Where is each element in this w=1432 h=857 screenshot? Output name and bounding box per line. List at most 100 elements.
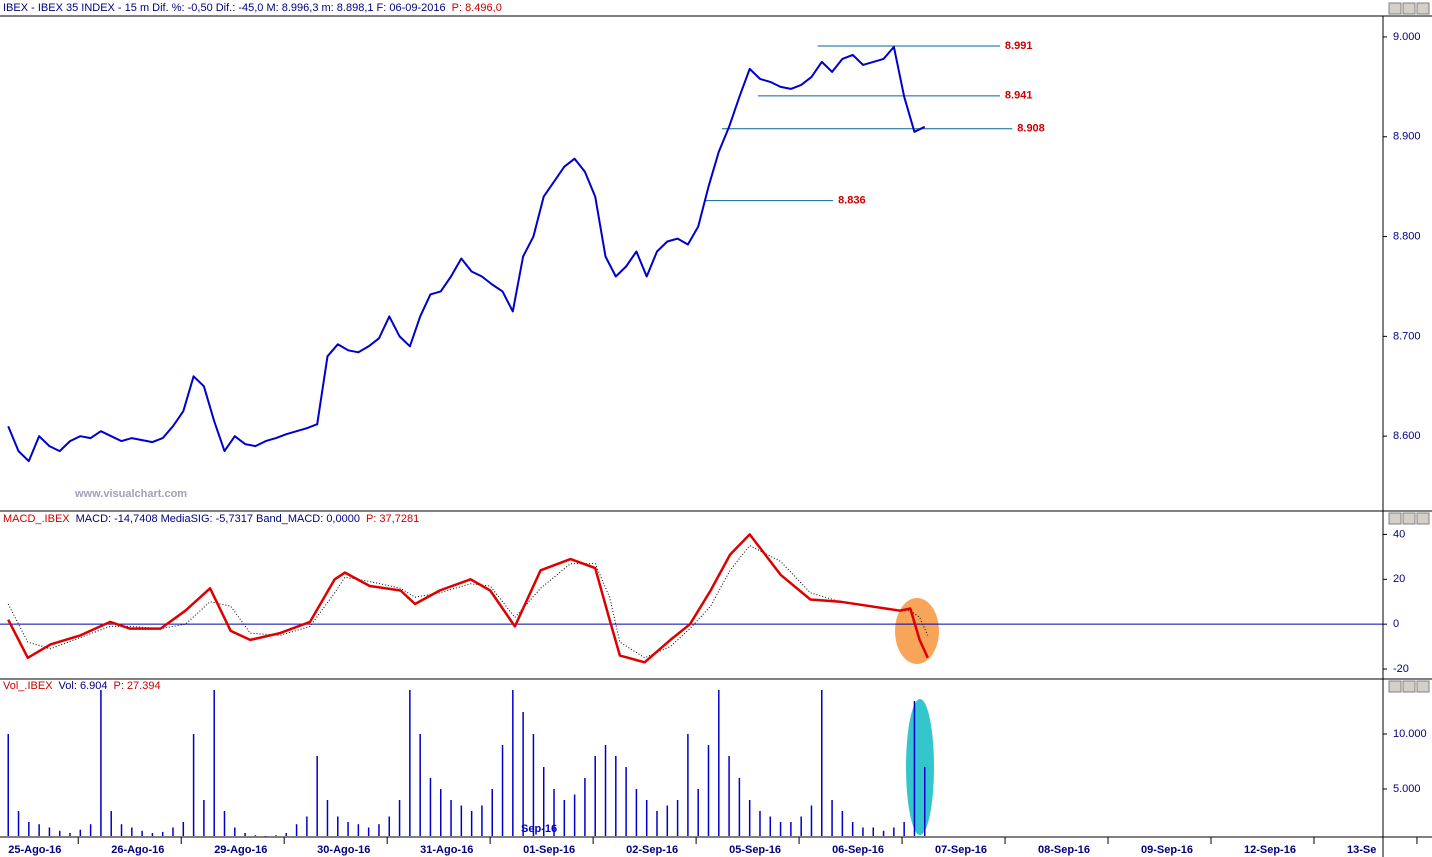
volume-bar <box>563 799 566 836</box>
volume-bar <box>79 829 82 836</box>
volume-bar <box>244 832 246 836</box>
volume-bar <box>553 788 555 836</box>
volume-bar <box>460 805 463 836</box>
volume-bar <box>872 827 875 836</box>
header-segment: P: 37,7281 <box>366 513 419 525</box>
x-tick-label: 02-Sep-16 <box>626 844 678 856</box>
button-close[interactable] <box>1416 680 1430 693</box>
volume-bar <box>58 830 61 836</box>
volume-bar <box>141 830 143 836</box>
volume-bar <box>378 824 380 836</box>
volume-bar <box>429 777 432 836</box>
volume-bar <box>337 816 339 836</box>
series-line <box>7 545 929 659</box>
button-up[interactable] <box>1388 512 1402 525</box>
axis-annotation: Sep-16 <box>521 823 557 835</box>
volume-bar <box>779 821 782 836</box>
y-tick-label: 8.900 <box>1393 131 1421 143</box>
pane-header: MACD_.IBEX MACD: -14,7408 MediaSIG: -5,73… <box>3 513 419 525</box>
y-tick-label: 8.700 <box>1393 330 1421 342</box>
x-tick-label: 05-Sep-16 <box>729 844 781 856</box>
button-up[interactable] <box>1388 680 1402 693</box>
volume-bar <box>316 755 318 836</box>
volume-bar <box>100 689 102 836</box>
button-minimize[interactable] <box>1402 512 1416 525</box>
volume-bar <box>584 777 586 836</box>
volume-bar <box>645 799 648 836</box>
volume-bar <box>491 788 493 836</box>
y-tick-label: 40 <box>1393 528 1405 540</box>
volume-bar <box>48 827 51 836</box>
volume-bar <box>409 689 411 836</box>
volume-bar <box>357 824 360 836</box>
highlight-ellipse <box>906 699 934 835</box>
pane-header: IBEX - IBEX 35 INDEX - 15 m Dif. %: -0,5… <box>3 2 502 14</box>
volume-bar <box>306 816 308 836</box>
volume-bar <box>707 744 710 836</box>
volume-bar <box>347 821 349 836</box>
volume-bar <box>161 831 164 836</box>
x-tick-label: 08-Sep-16 <box>1038 844 1090 856</box>
y-tick-label: 20 <box>1393 573 1405 585</box>
y-tick-label: 9.000 <box>1393 31 1421 43</box>
volume-bar <box>275 835 277 836</box>
volume-bar <box>470 810 473 836</box>
volume-bar <box>831 799 833 836</box>
button-close[interactable] <box>1416 2 1430 15</box>
volume-bar <box>38 824 40 836</box>
x-tick-label: 01-Sep-16 <box>523 844 575 856</box>
volume-bar <box>718 689 720 836</box>
y-tick-label: 10.000 <box>1393 728 1427 740</box>
y-tick-label: 8.600 <box>1393 430 1421 442</box>
volume-bar <box>656 810 658 836</box>
volume-bar <box>821 689 823 836</box>
y-tick-label: 8.800 <box>1393 230 1421 242</box>
watermark: www.visualchart.com <box>74 488 187 500</box>
volume-bar <box>790 821 792 836</box>
button-minimize[interactable] <box>1402 680 1416 693</box>
volume-bar <box>254 835 257 836</box>
volume-bar <box>151 832 154 836</box>
volume-bar <box>512 689 514 836</box>
button-up[interactable] <box>1388 2 1402 15</box>
header-segment: MACD: -14,7408 MediaSIG: -5,7317 Band_MA… <box>76 513 360 525</box>
volume-bar <box>131 827 133 836</box>
volume-bar <box>326 799 329 836</box>
button-close[interactable] <box>1416 512 1430 525</box>
volume-bar <box>28 821 30 836</box>
volume-bar <box>893 827 895 836</box>
header-segment: Vol: 6.904 <box>59 680 108 692</box>
volume-bar <box>913 700 916 836</box>
series-line <box>7 533 929 664</box>
y-tick-label: 0 <box>1393 618 1399 630</box>
x-tick-label: 06-Sep-16 <box>832 844 884 856</box>
volume-bar <box>285 832 288 836</box>
volume-bar <box>800 816 802 836</box>
button-minimize[interactable] <box>1402 2 1416 15</box>
level-label: 8.941 <box>1005 90 1033 102</box>
header-segment: Vol_.IBEX <box>3 680 53 692</box>
volume-bar <box>450 799 452 836</box>
level-label: 8.991 <box>1005 40 1033 52</box>
level-label: 8.836 <box>838 195 866 207</box>
volume-bar <box>687 733 689 836</box>
x-tick-label: 25-Ago-16 <box>8 844 61 856</box>
volume-bar <box>481 805 483 836</box>
x-tick-label: 31-Ago-16 <box>420 844 473 856</box>
volume-bar <box>182 821 185 836</box>
volume-bar <box>903 821 905 836</box>
x-tick-label: 12-Sep-16 <box>1244 844 1296 856</box>
pane-header: Vol_.IBEX Vol: 6.904 P: 27.394 <box>3 680 161 692</box>
volume-bar <box>398 799 401 836</box>
volume-bar <box>192 733 195 836</box>
header-segment: IBEX - IBEX 35 INDEX - 15 m Dif. %: -0,5… <box>3 2 446 14</box>
volume-bar <box>882 830 885 836</box>
volume-bar <box>7 733 9 836</box>
volume-bar <box>110 810 112 836</box>
x-tick-label: 30-Ago-16 <box>317 844 370 856</box>
series-line <box>7 45 926 463</box>
volume-bar <box>522 711 524 836</box>
volume-bar <box>69 832 71 836</box>
